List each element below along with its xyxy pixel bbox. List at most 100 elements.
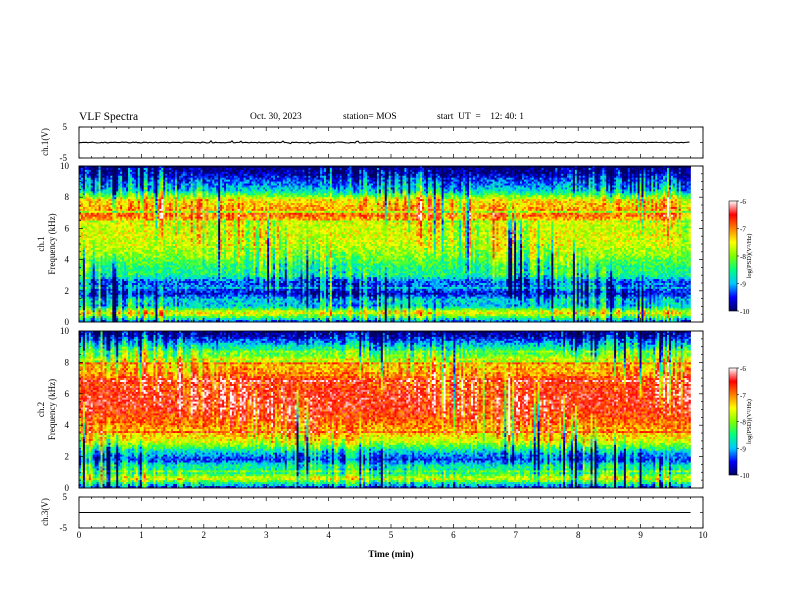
spectrogram-cell — [332, 168, 334, 170]
spectrogram-cell — [502, 168, 504, 170]
spectrogram-cell — [526, 168, 528, 170]
spectrogram-cell — [253, 168, 255, 170]
spectrogram-cell — [183, 168, 185, 170]
spectrogram-cell — [355, 168, 357, 170]
spectrogram-cell — [308, 168, 310, 170]
spectrogram-cell — [193, 170, 195, 172]
spectrogram-cell — [273, 170, 275, 172]
spectrogram-cell — [291, 170, 293, 172]
spectrogram-cell — [665, 168, 667, 170]
spectrogram-cell — [426, 168, 428, 170]
spectrogram-cell — [171, 170, 173, 172]
spectrogram-cell — [381, 168, 383, 170]
spectrogram-cell — [246, 168, 248, 170]
spectrogram-cell — [432, 168, 434, 170]
spectrogram-cell — [455, 168, 457, 170]
spectrogram-cell — [512, 168, 514, 170]
spectrogram-cell — [269, 170, 271, 172]
spectrogram-cell — [81, 168, 83, 170]
spectrogram-cell — [159, 170, 161, 172]
spectrogram-cell — [326, 168, 328, 170]
spectrogram-cell — [316, 168, 318, 170]
spectrogram-cell — [404, 168, 406, 170]
spectrogram-cell — [259, 170, 261, 172]
spectrogram-cell — [146, 168, 148, 170]
spectrogram-cell — [106, 170, 108, 172]
spectrogram-cell — [589, 168, 591, 170]
spectrogram-cell — [181, 170, 183, 172]
spectrogram-cell — [520, 168, 522, 170]
spectrogram-cell — [218, 168, 220, 170]
spectrogram-cell — [83, 170, 85, 172]
spectrogram-cell — [593, 168, 595, 170]
spectrogram-cell — [402, 168, 404, 170]
spectrogram-cell — [108, 170, 110, 172]
spectrogram-cell — [518, 168, 520, 170]
spectrogram-cell — [263, 170, 265, 172]
spectrogram-cell — [87, 168, 89, 170]
spectrogram-cell — [204, 168, 206, 170]
spectrogram-cell — [379, 168, 381, 170]
spectrogram-cell — [538, 168, 540, 170]
spectrogram-cell — [220, 170, 222, 172]
spectrogram-cell — [167, 170, 169, 172]
spectrogram-cell — [557, 168, 559, 170]
spectrogram-cell — [620, 168, 622, 170]
spectrogram-cell — [473, 168, 475, 170]
spectrogram-cell — [565, 168, 567, 170]
spectrogram-cell — [442, 168, 444, 170]
spectrogram-cell — [212, 168, 214, 170]
spectrogram-cell — [291, 168, 293, 170]
spectrogram-cell — [234, 170, 236, 172]
spectrogram-cell — [299, 170, 301, 172]
spectrogram-cell — [373, 168, 375, 170]
spectrogram-cell — [85, 170, 87, 172]
spectrogram-cell — [128, 170, 130, 172]
spectrogram-cell — [567, 168, 569, 170]
spectrogram-cell — [308, 170, 310, 172]
spectrogram-cell — [600, 168, 602, 170]
spectrogram-cell — [477, 168, 479, 170]
spectrogram-cell — [422, 168, 424, 170]
spectrogram-cell — [367, 168, 369, 170]
spectrogram-cell — [150, 170, 152, 172]
spectrogram-cell — [259, 168, 261, 170]
spectrogram-cell — [359, 170, 361, 172]
ch1-waveform-ylabel: ch.1(V) — [40, 128, 50, 156]
spectrogram-cell — [293, 170, 295, 172]
spectrogram-cell — [353, 168, 355, 170]
spectrogram-cell — [112, 168, 114, 170]
spectrogram-cell — [300, 170, 302, 172]
spectrogram-cell — [138, 168, 140, 170]
spectrogram-cell — [418, 168, 420, 170]
spectrogram-cell — [99, 170, 101, 172]
spectrogram-cell — [628, 168, 630, 170]
spectrogram-cell — [438, 168, 440, 170]
spectrogram-cell — [248, 168, 250, 170]
spectrogram-cell — [342, 170, 344, 172]
spectrogram-cell — [230, 170, 232, 172]
spectrogram-cell — [195, 170, 197, 172]
spectrogram-cell — [659, 168, 661, 170]
spectrogram-cell — [134, 168, 136, 170]
spectrogram-cell — [191, 170, 193, 172]
spectrogram-cell — [495, 168, 497, 170]
spectrogram-cell — [289, 168, 291, 170]
spectrogram-cell — [332, 170, 334, 172]
spectrogram-cell — [173, 170, 175, 172]
spectrogram-cell — [643, 168, 645, 170]
spectrogram-cell — [297, 170, 299, 172]
spectrogram-cell — [638, 168, 640, 170]
spectrogram-cell — [179, 168, 181, 170]
spectrogram-cell — [152, 170, 154, 172]
spectrogram-cell — [393, 168, 395, 170]
spectrogram-cell — [330, 168, 332, 170]
spectrogram-cell — [530, 168, 532, 170]
spectrogram-cell — [101, 168, 103, 170]
spectrogram-cell — [289, 170, 291, 172]
spectrogram-cell — [83, 168, 85, 170]
spectrogram-cell — [226, 168, 228, 170]
spectrogram-cell — [397, 168, 399, 170]
spectrogram-cell — [310, 168, 312, 170]
spectrogram-cell — [224, 170, 226, 172]
